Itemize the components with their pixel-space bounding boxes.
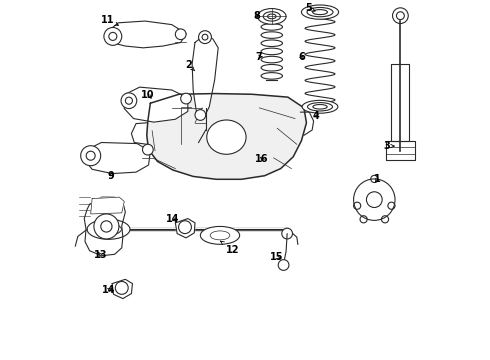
Text: 2: 2 bbox=[185, 60, 195, 71]
Text: 11: 11 bbox=[101, 15, 119, 25]
Text: 8: 8 bbox=[253, 11, 260, 21]
Circle shape bbox=[115, 282, 128, 294]
Text: 10: 10 bbox=[141, 90, 154, 100]
Text: 13: 13 bbox=[94, 250, 107, 260]
Text: 3: 3 bbox=[384, 141, 394, 151]
Polygon shape bbox=[175, 219, 195, 238]
Polygon shape bbox=[85, 143, 150, 174]
Circle shape bbox=[178, 221, 192, 234]
Circle shape bbox=[175, 29, 186, 40]
Circle shape bbox=[354, 179, 395, 220]
Text: 12: 12 bbox=[220, 241, 239, 255]
Text: 14: 14 bbox=[102, 285, 115, 295]
Circle shape bbox=[278, 260, 289, 270]
Polygon shape bbox=[386, 141, 415, 160]
Ellipse shape bbox=[301, 5, 339, 19]
Circle shape bbox=[282, 228, 293, 239]
Polygon shape bbox=[112, 279, 132, 298]
Circle shape bbox=[81, 146, 100, 166]
Polygon shape bbox=[84, 197, 125, 256]
Text: 1: 1 bbox=[374, 174, 381, 184]
Polygon shape bbox=[124, 87, 188, 122]
Text: 4: 4 bbox=[313, 112, 320, 121]
Polygon shape bbox=[392, 64, 409, 141]
Polygon shape bbox=[91, 197, 124, 214]
Text: 14: 14 bbox=[166, 213, 180, 224]
Circle shape bbox=[181, 93, 192, 104]
Ellipse shape bbox=[200, 226, 240, 244]
Text: 9: 9 bbox=[108, 171, 115, 181]
Ellipse shape bbox=[207, 120, 246, 154]
Text: 15: 15 bbox=[270, 252, 283, 262]
Text: 6: 6 bbox=[298, 52, 305, 62]
Text: 16: 16 bbox=[255, 154, 269, 164]
Text: 7: 7 bbox=[255, 52, 262, 62]
Ellipse shape bbox=[302, 100, 338, 113]
Circle shape bbox=[104, 27, 122, 45]
Ellipse shape bbox=[258, 9, 286, 24]
Circle shape bbox=[195, 110, 206, 120]
Polygon shape bbox=[192, 35, 218, 117]
Circle shape bbox=[143, 144, 153, 155]
Polygon shape bbox=[107, 21, 186, 48]
Polygon shape bbox=[147, 94, 306, 179]
Circle shape bbox=[121, 93, 137, 109]
Circle shape bbox=[94, 214, 119, 239]
Circle shape bbox=[198, 31, 211, 44]
Text: 5: 5 bbox=[305, 3, 315, 13]
Ellipse shape bbox=[87, 219, 130, 239]
